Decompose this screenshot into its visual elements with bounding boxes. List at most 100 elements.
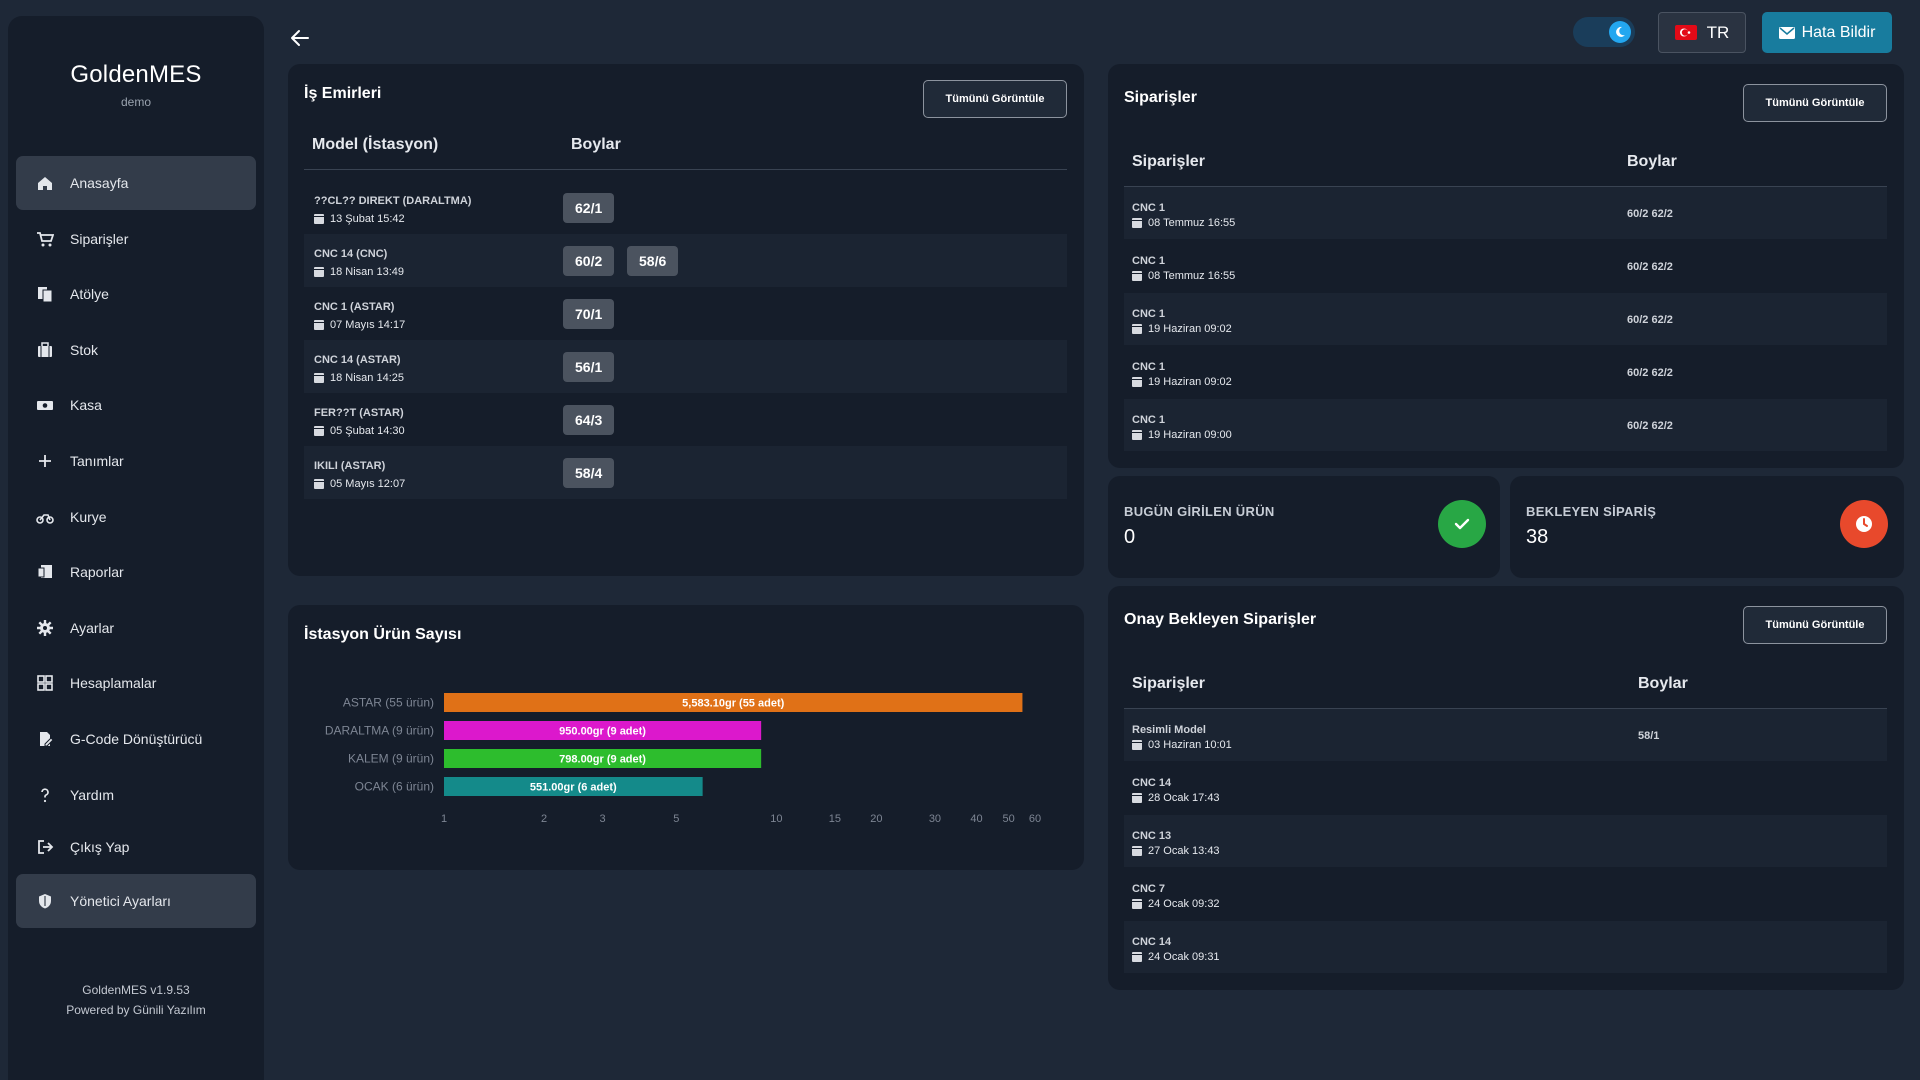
row-order-name: CNC 1 bbox=[1132, 414, 1166, 426]
sidebar-item--k-yap[interactable]: Çıkış Yap bbox=[16, 823, 256, 871]
tick-label: 3 bbox=[600, 813, 606, 825]
sidebar-item-kurye[interactable]: Kurye bbox=[16, 490, 256, 544]
pending-orders-label: BEKLEYEN SİPARİŞ bbox=[1526, 504, 1657, 519]
row-date: 05 Şubat 14:30 bbox=[314, 425, 405, 437]
sidebar-item-yard-m[interactable]: Yardım bbox=[16, 768, 256, 822]
brand: GoldenMES demo bbox=[8, 16, 264, 156]
sidebar-item-tan-mlar[interactable]: Tanımlar bbox=[16, 434, 256, 488]
table-row[interactable]: CNC 14 28 Ocak 17:43 bbox=[1124, 762, 1887, 814]
table-row[interactable]: CNC 7 24 Ocak 09:32 bbox=[1124, 868, 1887, 920]
size-badge: 64/3 bbox=[563, 405, 615, 435]
back-arrow-icon[interactable] bbox=[288, 26, 312, 50]
table-row[interactable]: CNC 1 08 Temmuz 16:55 60/2 62/2 bbox=[1124, 187, 1887, 239]
money-icon bbox=[36, 396, 54, 414]
row-date: 18 Nisan 14:25 bbox=[314, 372, 404, 384]
calendar-icon bbox=[1132, 218, 1142, 228]
approval-view-all-button[interactable]: Tümünü Görüntüle bbox=[1743, 606, 1887, 644]
calendar-icon bbox=[314, 214, 324, 224]
tick-label: 5 bbox=[673, 813, 679, 825]
sidebar-menu: Anasayfa Siparişler Atölye Stok Kasa Tanımlar… bbox=[8, 156, 264, 929]
table-row[interactable]: CNC 14 (CNC) 18 Nisan 13:49 60/2 58/6 bbox=[304, 234, 1067, 287]
version-text: GoldenMES v1.9.53 bbox=[82, 983, 190, 997]
table-row[interactable]: CNC 1 (ASTAR) 07 Mayıs 14:17 70/1 bbox=[304, 287, 1067, 340]
row-date-text: 27 Ocak 13:43 bbox=[1148, 845, 1220, 857]
tick-label: 30 bbox=[929, 813, 941, 825]
sidebar-item-kasa[interactable]: Kasa bbox=[16, 378, 256, 432]
sidebar-item-g-code-d-n-t-r-c-[interactable]: G-Code Dönüştürücü bbox=[16, 712, 256, 766]
file-edit-icon bbox=[36, 730, 54, 748]
powered-by-text: Powered by Günili Yazılım bbox=[66, 1003, 206, 1017]
row-sizes: 58/1 bbox=[1638, 730, 1660, 742]
orders-col-sizes-header: Boylar bbox=[1627, 153, 1677, 170]
size-badge: 58/4 bbox=[563, 458, 615, 488]
sidebar-item-stok[interactable]: Stok bbox=[16, 323, 256, 377]
col-model-header: Model (İstasyon) bbox=[312, 136, 439, 153]
row-date-text: 08 Temmuz 16:55 bbox=[1148, 217, 1236, 229]
table-row[interactable]: CNC 1 19 Haziran 09:02 60/2 62/2 bbox=[1124, 293, 1887, 345]
row-date: 19 Haziran 09:02 bbox=[1132, 323, 1232, 335]
sidebar-item-ayarlar[interactable]: Ayarlar bbox=[16, 601, 256, 655]
language-button[interactable]: TR bbox=[1658, 12, 1746, 53]
calendar-icon bbox=[1132, 271, 1142, 281]
calendar-icon bbox=[1132, 899, 1142, 909]
row-order-name: CNC 1 bbox=[1132, 308, 1166, 320]
sidebar-item-y-netici-ayarlar-[interactable]: Yönetici Ayarları bbox=[16, 874, 256, 929]
row-model-name: CNC 14 (CNC) bbox=[314, 248, 388, 260]
table-row[interactable]: ??CL?? DIREKT (DARALTMA) 13 Şubat 15:42 62… bbox=[304, 181, 1067, 234]
table-row[interactable]: CNC 13 27 Ocak 13:43 bbox=[1124, 815, 1887, 867]
row-date-text: 18 Nisan 13:49 bbox=[330, 266, 404, 278]
table-row[interactable]: IKILI (ASTAR) 05 Mayıs 12:07 58/4 bbox=[304, 446, 1067, 499]
row-sizes: 60/2 62/2 bbox=[1627, 208, 1673, 220]
sidebar-item-label: Stok bbox=[70, 341, 99, 358]
sidebar-item-anasayfa[interactable]: Anasayfa bbox=[16, 156, 256, 210]
calendar-icon bbox=[314, 479, 324, 489]
calendar-icon bbox=[314, 267, 324, 277]
row-date-text: 03 Haziran 10:01 bbox=[1148, 739, 1232, 751]
row-date-text: 18 Nisan 14:25 bbox=[330, 372, 404, 384]
work-orders-view-all-button[interactable]: Tümünü Görüntüle bbox=[923, 80, 1067, 118]
sidebar-item-label: Atölye bbox=[70, 286, 109, 303]
table-row[interactable]: Resimli Model 03 Haziran 10:01 58/1 bbox=[1124, 709, 1887, 761]
row-model-name: FER??T (ASTAR) bbox=[314, 407, 404, 419]
table-row[interactable]: CNC 14 (ASTAR) 18 Nisan 14:25 56/1 bbox=[304, 340, 1067, 393]
calendar-icon bbox=[314, 373, 324, 383]
pending-orders-value: 38 bbox=[1526, 526, 1549, 548]
table-row[interactable]: CNC 1 19 Haziran 09:00 60/2 62/2 bbox=[1124, 399, 1887, 451]
copy-icon bbox=[36, 285, 54, 303]
bar bbox=[444, 749, 762, 768]
table-row[interactable]: CNC 14 24 Ocak 09:31 bbox=[1124, 921, 1887, 973]
row-date-text: 07 Mayıs 14:17 bbox=[330, 319, 406, 331]
approval-header-divider bbox=[1124, 708, 1887, 709]
row-model-name: ??CL?? DIREKT (DARALTMA) bbox=[314, 195, 472, 207]
orders-view-all-button[interactable]: Tümünü Görüntüle bbox=[1743, 84, 1887, 122]
table-row[interactable]: CNC 1 19 Haziran 09:02 60/2 62/2 bbox=[1124, 346, 1887, 398]
report-error-button[interactable]: Hata Bildir bbox=[1762, 12, 1892, 53]
table-row[interactable]: FER??T (ASTAR) 05 Şubat 14:30 64/3 bbox=[304, 393, 1067, 446]
row-order-name: CNC 14 bbox=[1132, 936, 1172, 948]
row-date: 19 Haziran 09:02 bbox=[1132, 376, 1232, 388]
size-badge: 58/6 bbox=[627, 246, 679, 276]
brand-subtitle: demo bbox=[120, 95, 152, 109]
today-products-value: 0 bbox=[1124, 526, 1136, 548]
sidebar-item-label: Yönetici Ayarları bbox=[70, 893, 171, 910]
clock-icon bbox=[1840, 500, 1888, 548]
sidebar-item-hesaplamalar[interactable]: Hesaplamalar bbox=[16, 656, 256, 710]
category-label: OCAK (6 ürün) bbox=[355, 780, 434, 794]
sidebar-item-label: Siparişler bbox=[70, 230, 129, 247]
sidebar-item-at-lye[interactable]: Atölye bbox=[16, 267, 256, 321]
tick-label: 10 bbox=[770, 813, 782, 825]
sidebar-item-sipari-ler[interactable]: Siparişler bbox=[16, 212, 256, 266]
row-date-text: 13 Şubat 15:42 bbox=[330, 213, 405, 225]
row-model-name: CNC 14 (ASTAR) bbox=[314, 354, 401, 366]
theme-toggle[interactable] bbox=[1573, 17, 1635, 47]
row-order-name: CNC 1 bbox=[1132, 255, 1166, 267]
tick-label: 20 bbox=[870, 813, 882, 825]
data-label: 798.00gr (9 adet) bbox=[559, 754, 646, 766]
table-row[interactable]: CNC 1 08 Temmuz 16:55 60/2 62/2 bbox=[1124, 240, 1887, 292]
col-sizes-header: Boylar bbox=[571, 136, 621, 153]
row-date: 08 Temmuz 16:55 bbox=[1132, 217, 1235, 229]
sidebar-item-label: G-Code Dönüştürücü bbox=[70, 730, 203, 747]
shield-icon bbox=[36, 892, 54, 910]
sidebar-item-raporlar[interactable]: Raporlar bbox=[16, 545, 256, 599]
row-date: 19 Haziran 09:00 bbox=[1132, 429, 1232, 441]
